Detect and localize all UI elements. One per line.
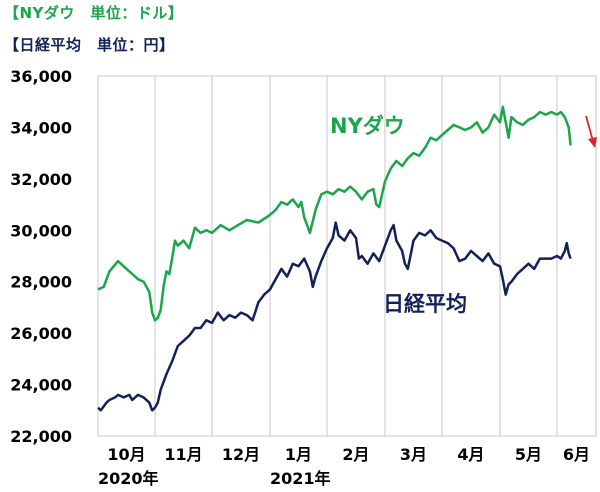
y-tick-label: 28,000	[10, 273, 72, 292]
x-tick-label: 5月	[515, 445, 542, 464]
x-axis-ticks: 10月 11月 12月 1月 2月 3月 4月 5月 6月 2020年 2021年	[98, 445, 590, 488]
nydow-series-line	[97, 105, 572, 322]
y-tick-label: 36,000	[10, 67, 72, 86]
nikkei-series-label: 日経平均	[383, 292, 467, 316]
arrow-head	[588, 137, 597, 148]
year-label: 2021年	[270, 469, 331, 488]
x-tick-label: 4月	[457, 445, 484, 464]
nikkei-unit-header: 【日経平均 単位：円】	[4, 36, 175, 54]
nydow-series-label: NYダウ	[330, 114, 405, 138]
year-label: 2020年	[98, 469, 159, 488]
y-tick-label: 26,000	[10, 324, 72, 343]
down-arrow-icon	[585, 115, 597, 148]
x-tick-label: 1月	[285, 445, 312, 464]
y-tick-label: 22,000	[10, 427, 72, 446]
series-lines	[97, 105, 572, 412]
nikkei-series-line	[97, 221, 572, 412]
x-tick-label: 10月	[107, 445, 145, 464]
plot-border	[97, 75, 597, 437]
x-tick-label: 3月	[400, 445, 427, 464]
y-tick-label: 32,000	[10, 170, 72, 189]
y-tick-label: 24,000	[10, 376, 72, 395]
x-tick-label: 6月	[563, 445, 590, 464]
x-tick-label: 2月	[342, 445, 369, 464]
x-tick-label: 11月	[164, 445, 202, 464]
nydow-unit-header: 【NYダウ 単位：ドル】	[4, 4, 184, 22]
arrow-shaft	[585, 115, 594, 142]
y-tick-label: 34,000	[10, 118, 72, 137]
y-axis-ticks: 22,000 24,000 26,000 28,000 30,000 32,000 34,0…	[10, 67, 72, 446]
y-tick-label: 30,000	[10, 221, 72, 240]
x-tick-label: 12月	[222, 445, 260, 464]
